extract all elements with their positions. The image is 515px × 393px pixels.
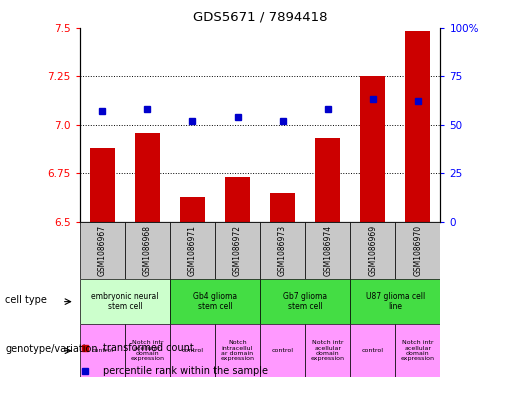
Text: GSM1086974: GSM1086974 <box>323 225 332 276</box>
Text: Gb7 glioma
stem cell: Gb7 glioma stem cell <box>283 292 327 311</box>
Text: Notch
intracellul
ar domain
expression: Notch intracellul ar domain expression <box>220 340 254 361</box>
Text: cell type: cell type <box>5 295 47 305</box>
Text: GSM1086971: GSM1086971 <box>188 225 197 276</box>
Bar <box>170 324 215 377</box>
Text: control: control <box>181 348 203 353</box>
Text: Notch intr
acellular
domain
expression: Notch intr acellular domain expression <box>311 340 345 361</box>
Bar <box>215 324 260 377</box>
Bar <box>350 324 396 377</box>
Text: Notch intr
acellular
domain
expression: Notch intr acellular domain expression <box>130 340 164 361</box>
Bar <box>315 138 340 222</box>
Bar <box>270 193 295 222</box>
Title: GDS5671 / 7894418: GDS5671 / 7894418 <box>193 11 328 24</box>
Bar <box>215 222 260 279</box>
Text: GSM1086967: GSM1086967 <box>98 225 107 276</box>
Bar <box>170 279 260 324</box>
Bar <box>90 148 115 222</box>
Bar <box>170 222 215 279</box>
Bar <box>225 177 250 222</box>
Text: GSM1086968: GSM1086968 <box>143 225 152 276</box>
Text: control: control <box>91 348 113 353</box>
Bar <box>80 324 125 377</box>
Text: Gb4 glioma
stem cell: Gb4 glioma stem cell <box>193 292 237 311</box>
Bar <box>350 222 396 279</box>
Bar <box>350 279 440 324</box>
Bar <box>396 324 440 377</box>
Bar <box>180 197 205 222</box>
Bar <box>260 279 350 324</box>
Text: transformed count: transformed count <box>103 343 194 353</box>
Text: GSM1086970: GSM1086970 <box>414 225 422 276</box>
Bar <box>305 222 350 279</box>
Text: percentile rank within the sample: percentile rank within the sample <box>103 366 268 376</box>
Bar <box>360 76 385 222</box>
Bar <box>405 31 430 222</box>
Text: genotype/variation: genotype/variation <box>5 344 98 354</box>
Text: U87 glioma cell
line: U87 glioma cell line <box>366 292 425 311</box>
Bar <box>260 324 305 377</box>
Bar <box>125 222 170 279</box>
Text: GSM1086973: GSM1086973 <box>278 225 287 276</box>
Bar <box>125 324 170 377</box>
Text: embryonic neural
stem cell: embryonic neural stem cell <box>91 292 159 311</box>
Bar <box>80 279 170 324</box>
Bar <box>80 222 125 279</box>
Text: control: control <box>362 348 384 353</box>
Bar <box>396 222 440 279</box>
Bar <box>305 324 350 377</box>
Text: GSM1086969: GSM1086969 <box>368 225 377 276</box>
Text: GSM1086972: GSM1086972 <box>233 225 242 276</box>
Text: Notch intr
acellular
domain
expression: Notch intr acellular domain expression <box>401 340 435 361</box>
Text: control: control <box>271 348 294 353</box>
Bar <box>135 132 160 222</box>
Bar <box>260 222 305 279</box>
